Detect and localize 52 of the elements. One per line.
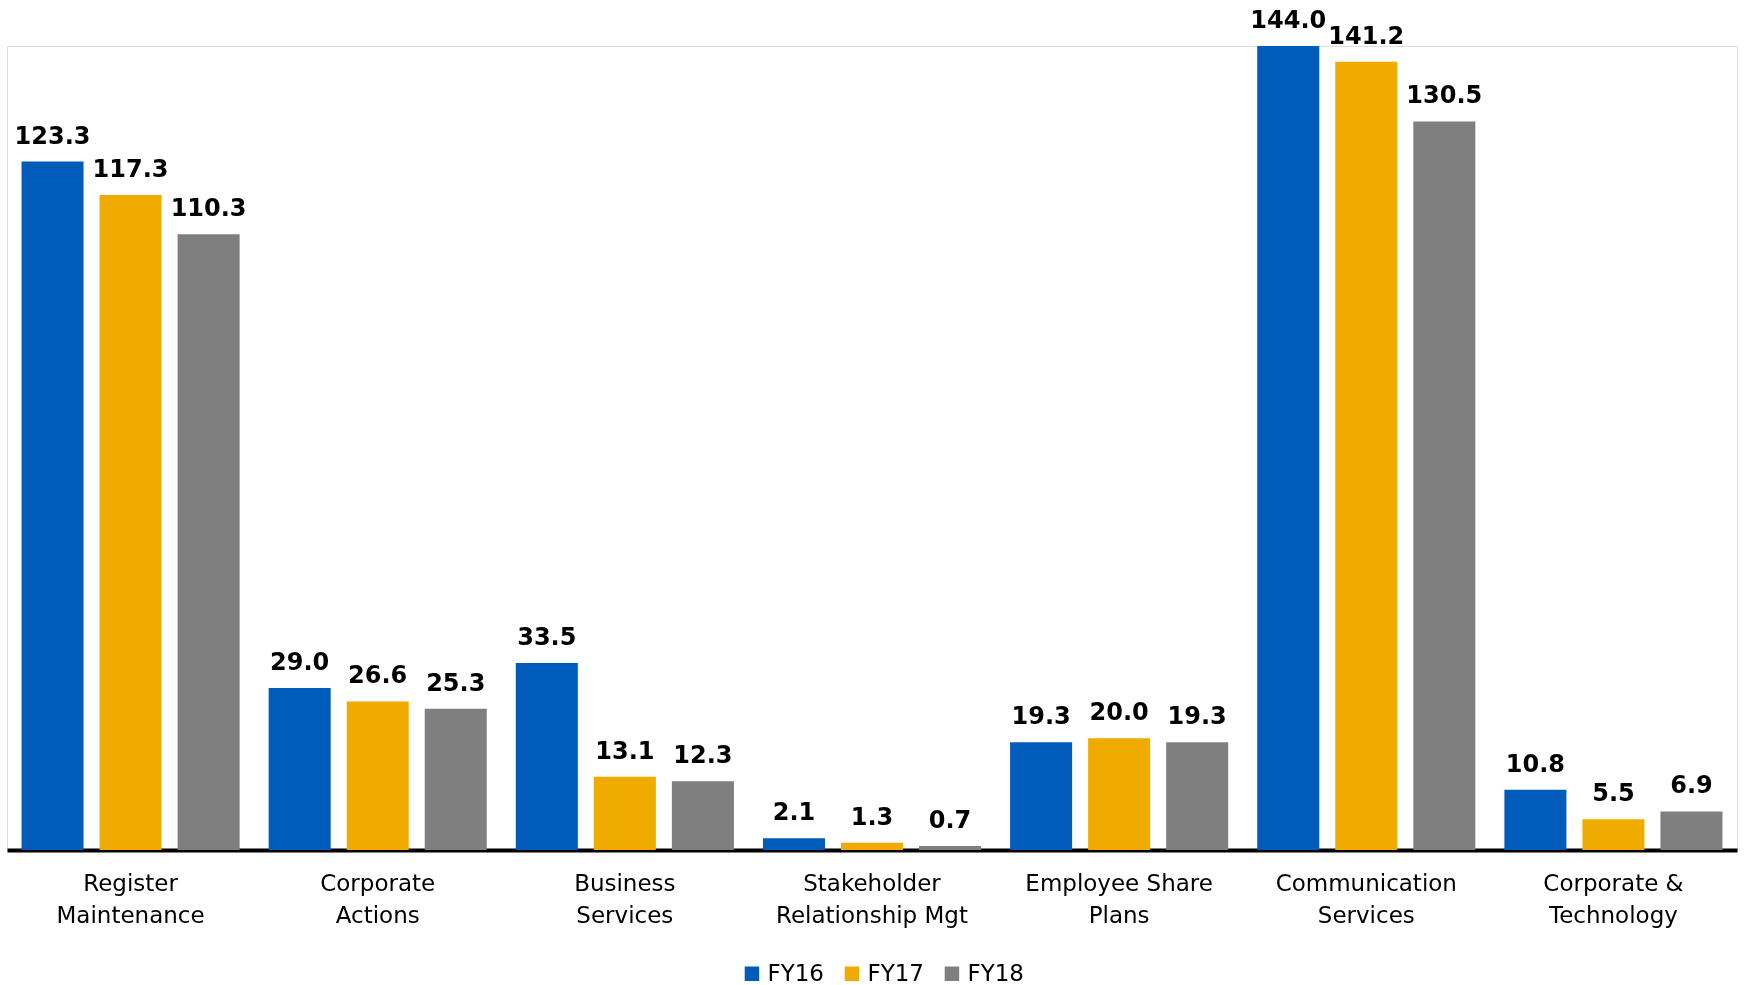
- data-label: 6.9: [1670, 771, 1713, 800]
- bar: [424, 708, 487, 850]
- data-label: 141.2: [1328, 21, 1405, 50]
- data-label: 20.0: [1089, 698, 1149, 727]
- bar: [268, 688, 331, 850]
- data-label: 123.3: [14, 121, 91, 150]
- bar: [21, 161, 84, 850]
- x-tick-label: Business Services: [574, 869, 676, 928]
- data-label: 10.8: [1505, 749, 1565, 778]
- bar: [762, 838, 825, 850]
- data-label: 29.0: [270, 648, 330, 677]
- data-label: 117.3: [92, 155, 169, 184]
- x-tick-label: Corporate & Technology: [1543, 869, 1684, 928]
- data-label: 13.1: [595, 736, 655, 765]
- x-tick-label: Stakeholder Relationship Mgt: [776, 869, 968, 928]
- x-tick-label: Corporate Actions: [320, 869, 436, 928]
- legend-label: FY17: [867, 959, 924, 985]
- bar: [919, 846, 982, 850]
- data-label: 1.3: [850, 802, 894, 831]
- bar: [1504, 789, 1567, 850]
- bar: [1257, 46, 1320, 850]
- data-label: 110.3: [170, 194, 247, 223]
- bar: [671, 781, 734, 850]
- bar: [840, 842, 904, 850]
- data-label: 2.1: [772, 798, 816, 827]
- bar: [1582, 819, 1645, 850]
- bar: [515, 662, 578, 850]
- bar: [1335, 61, 1398, 850]
- data-label: 25.3: [426, 668, 486, 697]
- data-label: 19.3: [1167, 702, 1227, 731]
- bar: [1010, 742, 1073, 850]
- x-tick-label: Employee Share Plans: [1025, 869, 1213, 928]
- data-label: 12.3: [673, 741, 733, 770]
- bar: [593, 776, 656, 850]
- data-label: 33.5: [517, 622, 577, 651]
- data-label: 5.5: [1592, 779, 1635, 808]
- legend-label: FY18: [967, 959, 1024, 985]
- bar: [1088, 738, 1151, 850]
- bar: [99, 195, 162, 850]
- bar: [1660, 811, 1723, 850]
- bar: [177, 234, 240, 850]
- bar: [1166, 742, 1229, 850]
- bar: [346, 701, 409, 850]
- x-tick-label: Register Maintenance: [56, 869, 205, 928]
- data-label: 19.3: [1011, 702, 1071, 731]
- bar: [1413, 121, 1476, 850]
- data-label: 130.5: [1406, 81, 1483, 110]
- legend-label: FY16: [767, 959, 824, 985]
- data-label: 26.6: [348, 661, 408, 690]
- data-label: 144.0: [1250, 6, 1327, 34]
- x-tick-label: Communication Services: [1275, 869, 1457, 928]
- data-label: 0.7: [928, 806, 972, 835]
